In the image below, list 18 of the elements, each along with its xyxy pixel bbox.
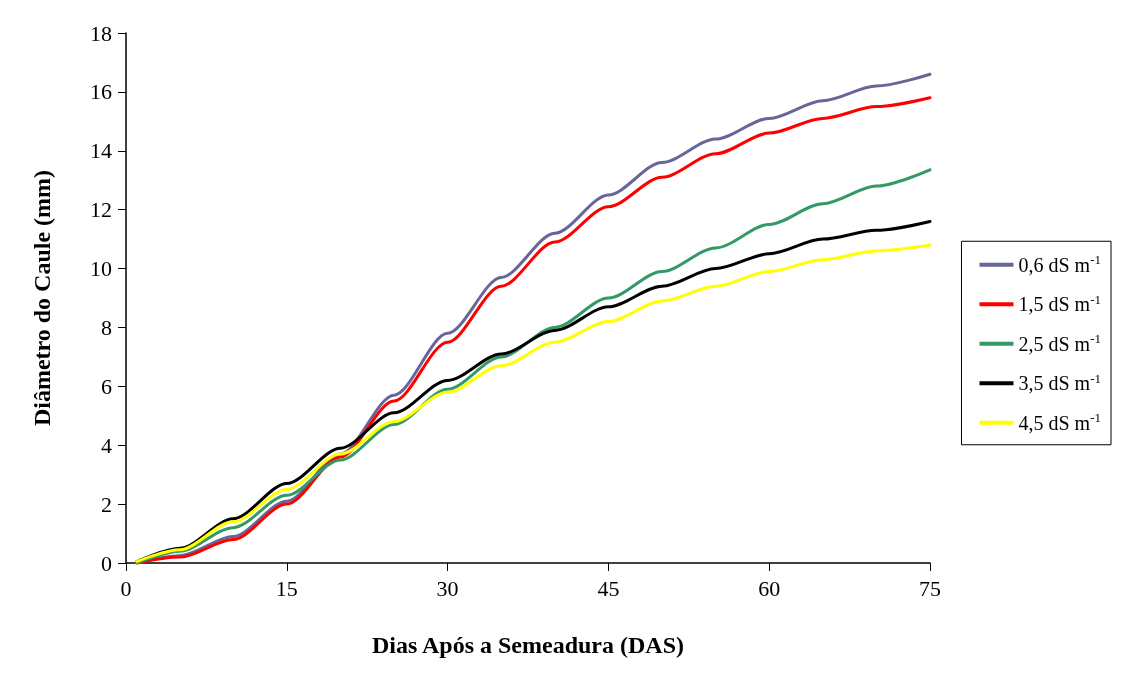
x-tick-label: 15 <box>275 575 298 601</box>
y-tick-label: 10 <box>90 256 112 282</box>
y-tick-label: 12 <box>90 197 112 223</box>
y-tick-label: 4 <box>101 432 112 458</box>
y-tick-label: 8 <box>101 314 112 340</box>
y-tick-label: 2 <box>101 491 112 517</box>
x-tick-label: 0 <box>120 575 132 601</box>
y-tick-label: 18 <box>90 20 112 46</box>
x-axis-title: Dias Após a Semeadura (DAS) <box>371 632 685 658</box>
x-tick-label: 30 <box>436 575 459 601</box>
y-tick-label: 0 <box>101 550 112 576</box>
y-axis-title: Diâmetro do Caule (mm) <box>29 169 55 427</box>
y-tick-label: 14 <box>90 138 112 164</box>
x-tick-label: 45 <box>597 575 620 601</box>
y-tick-label: 6 <box>101 373 112 399</box>
x-tick-label: 75 <box>919 575 941 601</box>
y-tick-label: 16 <box>90 79 112 105</box>
x-tick-label: 60 <box>758 575 781 601</box>
